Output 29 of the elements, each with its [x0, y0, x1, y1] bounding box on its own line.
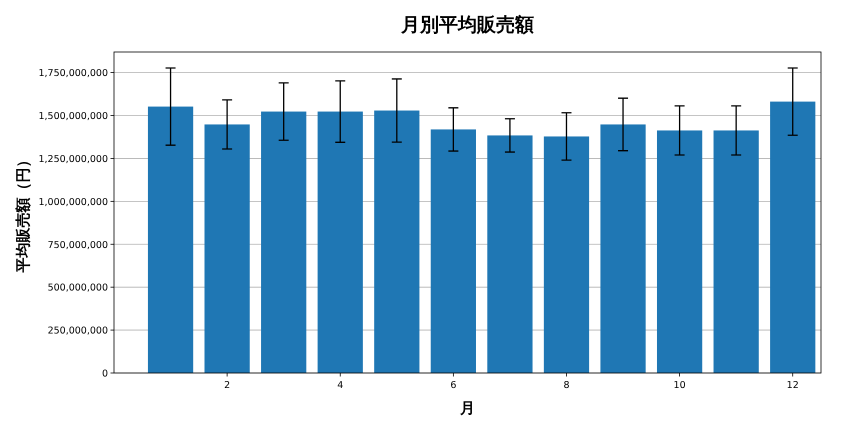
chart-title: 月別平均販売額	[400, 14, 534, 36]
bar	[714, 130, 759, 373]
x-tick-label: 6	[450, 380, 456, 391]
y-tick-label: 250,000,000	[48, 326, 108, 337]
y-tick-label: 500,000,000	[48, 282, 108, 294]
x-tick-label: 4	[337, 380, 344, 391]
bar	[374, 110, 420, 373]
bar	[656, 130, 702, 373]
bar	[544, 136, 590, 373]
bar	[148, 106, 194, 373]
y-axis-title: 平均販売額（円）	[14, 152, 32, 274]
y-tick-label: 750,000,000	[48, 240, 108, 251]
x-axis-title: 月	[459, 399, 475, 417]
y-tick-label: 1,750,000,000	[38, 68, 108, 80]
y-tick-label: 1,000,000,000	[38, 196, 108, 208]
x-tick-label: 10	[674, 380, 686, 391]
y-tick-label: 1,500,000,000	[38, 111, 108, 122]
bar	[261, 112, 306, 373]
bar	[204, 124, 250, 373]
bar	[600, 124, 646, 373]
x-tick-label: 8	[563, 380, 570, 391]
x-tick-label: 2	[224, 380, 230, 391]
x-tick-label: 12	[786, 380, 799, 391]
bar	[318, 112, 363, 373]
bar	[430, 129, 476, 373]
bar	[487, 135, 533, 373]
y-tick-label: 1,250,000,000	[38, 154, 108, 165]
y-tick-label: 0	[102, 368, 108, 380]
bar	[770, 102, 816, 373]
